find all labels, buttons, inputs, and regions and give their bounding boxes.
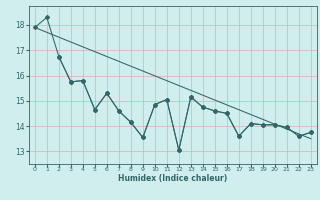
X-axis label: Humidex (Indice chaleur): Humidex (Indice chaleur) — [118, 174, 228, 183]
